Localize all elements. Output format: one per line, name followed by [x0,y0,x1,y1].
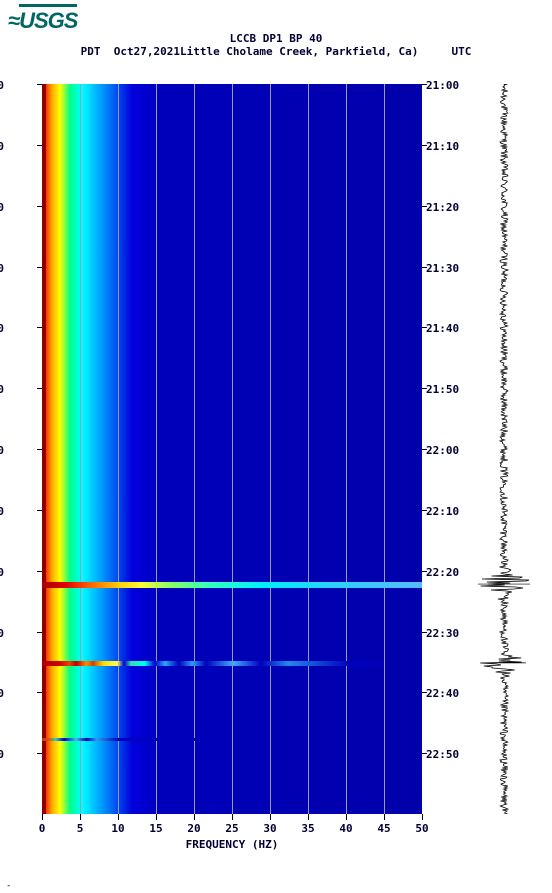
x-tick-label: 15 [149,822,162,835]
y-right-label: 22:20 [426,566,459,579]
x-tick-label: 0 [39,822,46,835]
usgs-logo: ≈USGS [8,4,77,34]
y-left-label: 14:10 [0,140,4,153]
seismic-event-band [42,738,213,742]
y-left-label: 14:00 [0,79,4,92]
x-tick-label: 45 [377,822,390,835]
y-left-label: 14:50 [0,383,4,396]
x-tick-label: 40 [339,822,352,835]
gridline-v [80,84,81,814]
title-line2: PDT Oct27,2021Little Cholame Creek, Park… [0,45,552,58]
title-line1: LCCB DP1 BP 40 [0,32,552,45]
y-right-label: 21:50 [426,383,459,396]
y-right-label: 21:40 [426,322,459,335]
y-right-label: 22:40 [426,687,459,700]
gridline-v [346,84,347,814]
y-left-label: 15:40 [0,687,4,700]
y-left-label: 15:00 [0,444,4,457]
gridline-v [194,84,195,814]
x-axis-label: FREQUENCY (HZ) [42,838,422,851]
y-right-label: 21:20 [426,201,459,214]
gridline-v [384,84,385,814]
x-tick-label: 10 [111,822,124,835]
spectrogram-plot [42,84,422,814]
spectrogram-canvas [42,84,422,814]
seismic-event-band [42,661,384,666]
y-right-label: 21:30 [426,262,459,275]
x-tick-label: 30 [263,822,276,835]
y-left-label: 14:30 [0,262,4,275]
y-right-label: 22:30 [426,627,459,640]
x-tick-label: 35 [301,822,314,835]
x-tick-label: 50 [415,822,428,835]
y-right-label: 21:10 [426,140,459,153]
x-tick-label: 5 [77,822,84,835]
y-right-label: 21:00 [426,79,459,92]
gridline-v [118,84,119,814]
seismic-event-band [42,582,422,588]
gridline-v [308,84,309,814]
y-right-label: 22:10 [426,505,459,518]
x-tick-label: 20 [187,822,200,835]
y-left-label: 14:40 [0,322,4,335]
y-right-label: 22:50 [426,748,459,761]
y-left-label: 15:10 [0,505,4,518]
waveform-trace [474,84,534,814]
y-left-label: 15:20 [0,566,4,579]
gridline-v [156,84,157,814]
y-left-label: 14:20 [0,201,4,214]
x-tick-label: 25 [225,822,238,835]
y-left-label: 15:50 [0,748,4,761]
y-right-label: 22:00 [426,444,459,457]
gridline-v [270,84,271,814]
y-left-label: 15:30 [0,627,4,640]
footer-mark: - [6,881,11,891]
gridline-v [232,84,233,814]
chart-titles: LCCB DP1 BP 40 PDT Oct27,2021Little Chol… [0,32,552,58]
